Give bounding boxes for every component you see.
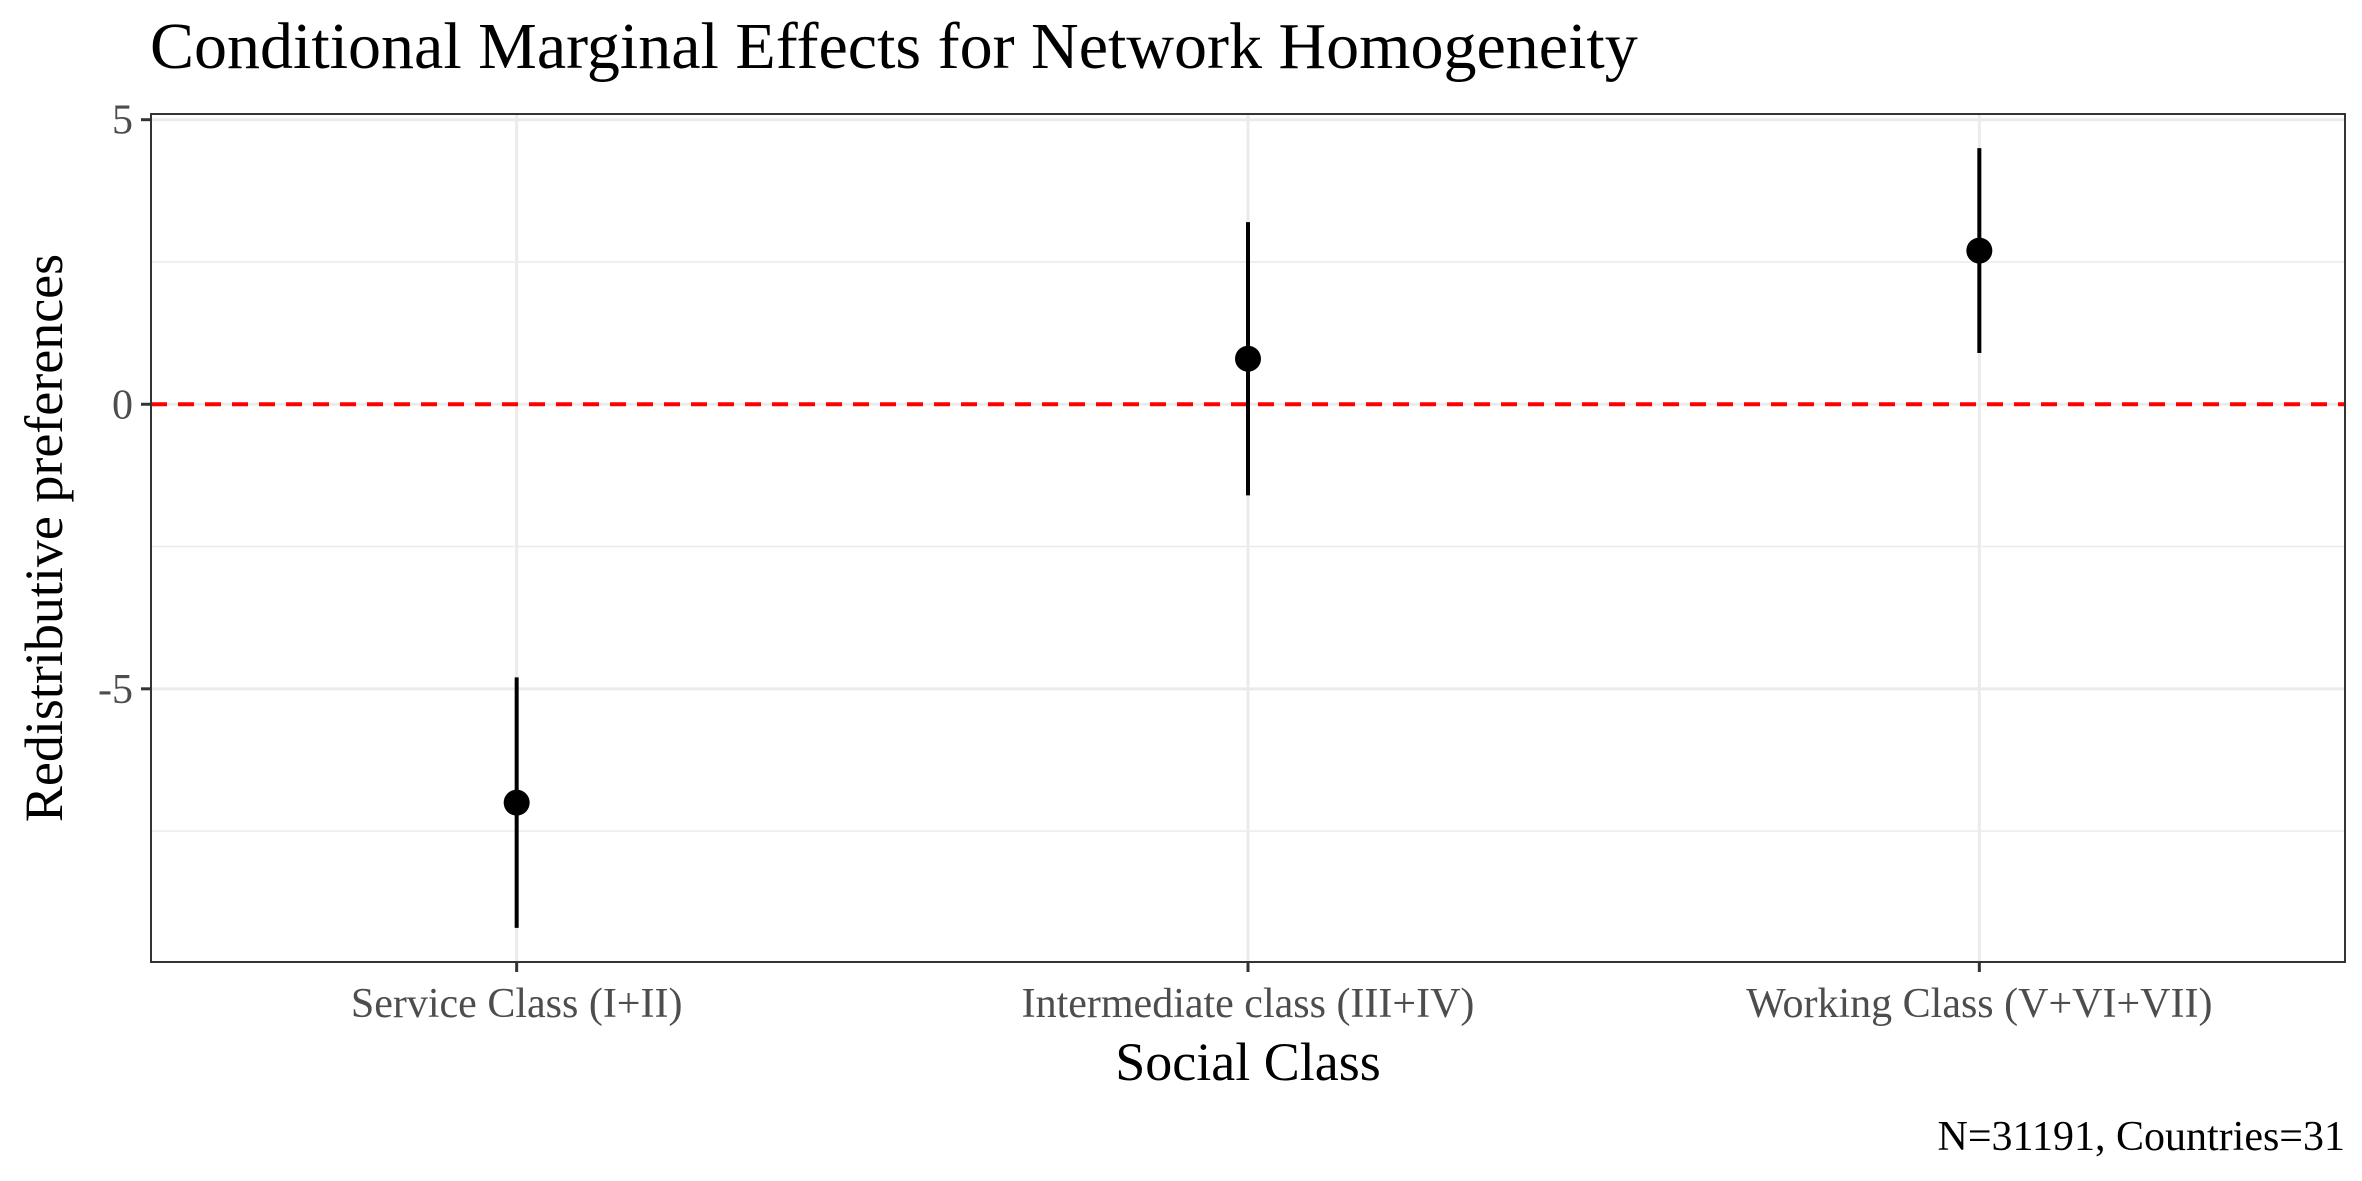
estimate-point (1966, 237, 1993, 264)
estimate-point (503, 789, 530, 816)
y-tick-label: 0 (112, 382, 133, 428)
estimate-point (1235, 345, 1261, 372)
y-axis-title: Redistributive preferences (14, 254, 74, 822)
x-tick-label: Service Class (I+II) (351, 981, 683, 1027)
chart-title: Conditional Marginal Effects for Network… (150, 10, 1638, 83)
x-tick-label: Intermediate class (III+IV) (1022, 981, 1475, 1027)
chart-caption: N=31191, Countries=31 (1938, 1114, 2345, 1160)
x-axis-title: Social Class (1115, 1032, 1381, 1092)
axes: 5 0 -5 Service Class (I+II) Intermediate cla… (98, 98, 2212, 1027)
y-tick-label: 5 (112, 98, 133, 144)
x-tick-label: Working Class (V+VI+VII) (1746, 981, 2212, 1027)
y-tick-label: -5 (98, 667, 133, 713)
data-marks (503, 148, 1993, 928)
